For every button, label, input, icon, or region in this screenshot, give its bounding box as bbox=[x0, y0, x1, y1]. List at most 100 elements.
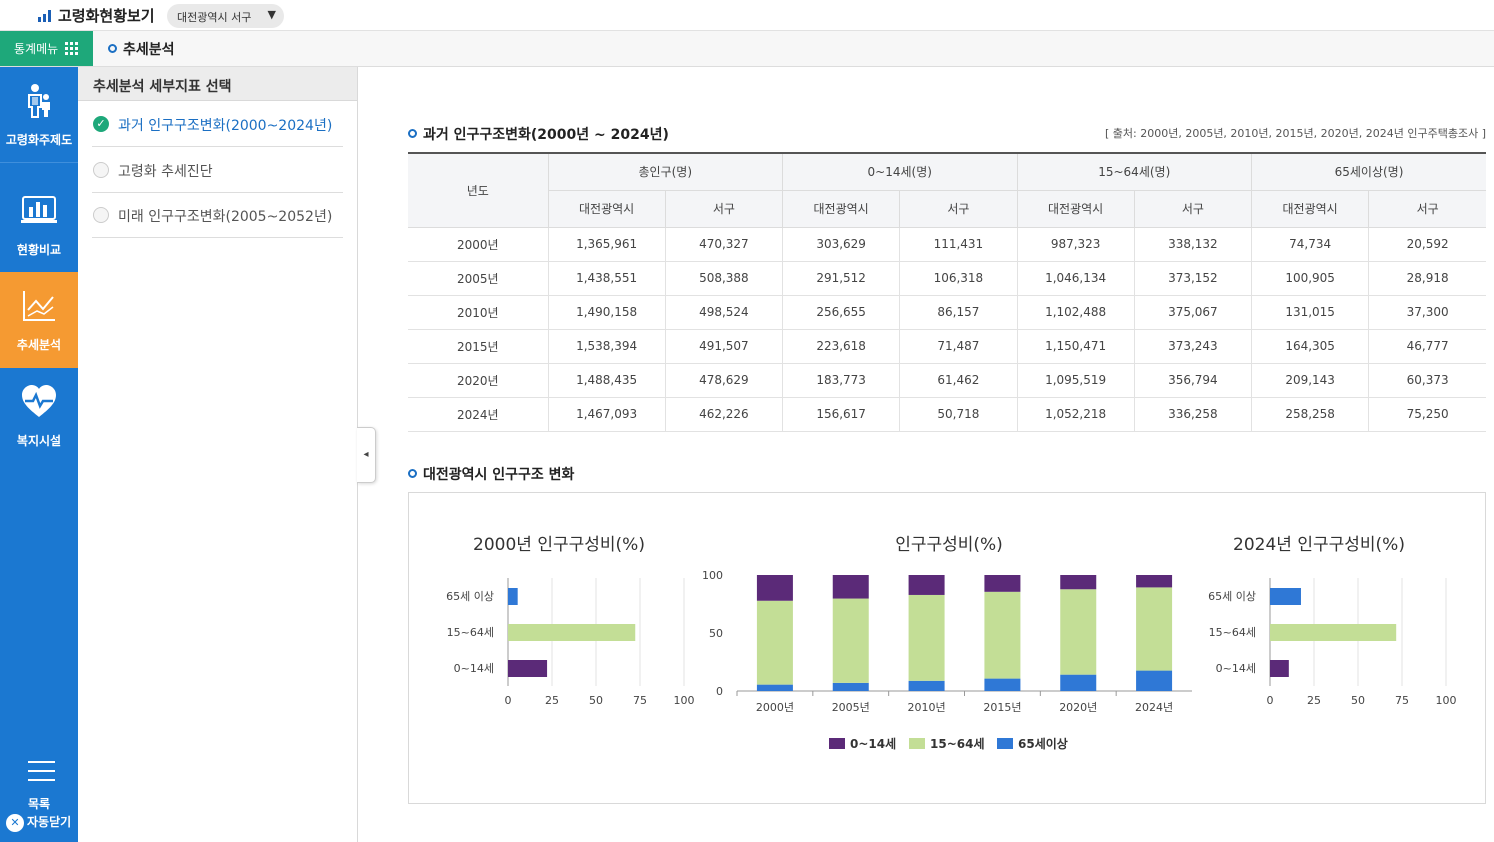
x-tick-label: 0 bbox=[505, 694, 512, 707]
header-group: 0~14세(명) bbox=[782, 152, 1018, 191]
value-cell: 111,431 bbox=[899, 227, 1018, 262]
subheader-cell: 대전광역시 bbox=[548, 190, 666, 228]
header-group: 총인구(명) bbox=[547, 152, 783, 191]
value-cell: 508,388 bbox=[664, 261, 784, 296]
value-cell: 131,015 bbox=[1250, 295, 1370, 330]
y-tick-label: 0~14세 bbox=[454, 662, 494, 675]
radio-icon bbox=[93, 162, 109, 178]
stack-segment-3-0 bbox=[984, 575, 1021, 592]
subheader-cell: 대전광역시 bbox=[781, 190, 901, 228]
region-select-value: 대전광역시 서구 bbox=[177, 11, 252, 24]
value-cell: 987,323 bbox=[1016, 227, 1135, 262]
x-tick-label: 25 bbox=[545, 694, 559, 707]
x-tick-label: 50 bbox=[1351, 694, 1365, 707]
subheader-cell: 서구 bbox=[664, 190, 784, 228]
year-cell: 2024년 bbox=[408, 397, 549, 432]
header-group: 15~64세(명) bbox=[1016, 152, 1252, 191]
value-cell: 60,373 bbox=[1368, 363, 1486, 398]
value-cell: 183,773 bbox=[781, 363, 901, 398]
option-aging-diagnosis[interactable]: 고령화 추세진단 bbox=[92, 148, 343, 193]
chart-container: 2000년 인구구성비(%) 인구구성비(%) 2024년 인구구성비(%) 0… bbox=[408, 492, 1486, 804]
close-icon: ✕ bbox=[6, 814, 24, 832]
subheader-cell: 대전광역시 bbox=[1250, 190, 1370, 228]
nav-item-welfare[interactable]: 복지시설 bbox=[0, 368, 78, 464]
stat-menu-label: 통계메뉴 bbox=[14, 42, 59, 56]
x-tick-label: 2010년 bbox=[908, 701, 946, 714]
nav-item-label: 현황비교 bbox=[16, 243, 62, 257]
chart-section-title: 대전광역시 인구구조 변화 bbox=[408, 464, 574, 484]
top-bar: 고령화현황보기 대전광역시 서구 ▼ bbox=[0, 0, 1494, 31]
bar-left-2 bbox=[508, 660, 548, 677]
x-tick-label: 2024년 bbox=[1135, 701, 1173, 714]
value-cell: 336,258 bbox=[1133, 397, 1253, 432]
chevron-left-icon: ◂ bbox=[363, 449, 369, 460]
stack-segment-2-2 bbox=[908, 680, 945, 691]
value-cell: 291,512 bbox=[781, 261, 901, 296]
value-cell: 1,490,158 bbox=[547, 295, 666, 330]
value-cell: 478,629 bbox=[664, 363, 784, 398]
value-cell: 50,718 bbox=[899, 397, 1018, 432]
year-cell: 2020년 bbox=[408, 363, 549, 398]
region-select[interactable]: 대전광역시 서구 ▼ bbox=[167, 4, 284, 28]
option-past-structure[interactable]: ✓ 과거 인구구조변화(2000~2024년) bbox=[92, 102, 343, 147]
value-cell: 61,462 bbox=[899, 363, 1018, 398]
legend-swatch bbox=[997, 738, 1013, 749]
stack-segment-0-1 bbox=[756, 600, 793, 685]
value-cell: 1,046,134 bbox=[1016, 261, 1135, 296]
stat-menu-button[interactable]: 통계메뉴 bbox=[0, 31, 93, 66]
value-cell: 498,524 bbox=[664, 295, 784, 330]
stack-segment-4-0 bbox=[1060, 575, 1097, 590]
subheader-cell: 서구 bbox=[1368, 190, 1486, 228]
chart-section-title-text: 대전광역시 인구구조 변화 bbox=[423, 467, 575, 483]
x-tick-label: 2015년 bbox=[983, 701, 1021, 714]
stack-segment-5-1 bbox=[1136, 587, 1173, 671]
stack-segment-3-2 bbox=[984, 678, 1021, 691]
table-row: 2020년 1,488,435 478,629 183,773 61,462 1,095,… bbox=[408, 363, 1486, 398]
value-cell: 86,157 bbox=[899, 295, 1018, 330]
year-cell: 2000년 bbox=[408, 227, 549, 262]
stack-segment-0-2 bbox=[756, 684, 793, 691]
grid-icon bbox=[65, 42, 78, 55]
value-cell: 303,629 bbox=[781, 227, 901, 262]
value-cell: 1,488,435 bbox=[547, 363, 666, 398]
stack-segment-3-1 bbox=[984, 591, 1021, 679]
value-cell: 74,734 bbox=[1250, 227, 1370, 262]
option-future-structure[interactable]: 미래 인구구조변화(2005~2052년) bbox=[92, 193, 343, 238]
hamburger-icon bbox=[28, 761, 55, 788]
nav-item-compare[interactable]: 현황비교 bbox=[0, 177, 78, 273]
bar-right-2 bbox=[1270, 660, 1289, 677]
value-cell: 28,918 bbox=[1368, 261, 1486, 296]
value-cell: 1,095,519 bbox=[1016, 363, 1135, 398]
x-tick-label: 2000년 bbox=[756, 701, 794, 714]
list-button[interactable]: 목록 ✕ 자동닫기 bbox=[0, 761, 78, 842]
table-row: 2015년 1,538,394 491,507 223,618 71,487 1,150,… bbox=[408, 329, 1486, 364]
source-note: [ 출처: 2000년, 2005년, 2010년, 2015년, 2020년,… bbox=[1104, 127, 1486, 140]
stack-segment-2-1 bbox=[908, 594, 945, 681]
table-row: 2024년 1,467,093 462,226 156,617 50,718 1,052,… bbox=[408, 397, 1486, 432]
legend-label: 65세이상 bbox=[1018, 737, 1068, 751]
value-cell: 100,905 bbox=[1250, 261, 1370, 296]
bar-left-1 bbox=[508, 624, 636, 641]
radio-icon bbox=[93, 207, 109, 223]
nav-item-aging-map[interactable]: 고령화주제도 bbox=[0, 67, 78, 163]
nav-item-trend[interactable]: 추세분석 bbox=[0, 272, 78, 368]
stack-segment-1-2 bbox=[832, 682, 869, 691]
x-tick-label: 25 bbox=[1307, 694, 1321, 707]
value-cell: 373,152 bbox=[1133, 261, 1253, 296]
value-cell: 1,365,961 bbox=[547, 227, 666, 262]
value-cell: 256,655 bbox=[781, 295, 901, 330]
auto-close-button[interactable]: ✕ 자동닫기 bbox=[6, 813, 71, 832]
value-cell: 356,794 bbox=[1133, 363, 1253, 398]
app-title: 고령화현황보기 bbox=[58, 7, 155, 25]
chart-title-stacked: 인구구성비(%) bbox=[895, 535, 1003, 555]
population-table: 년도 총인구(명) 0~14세(명) 15~64세(명) 65세이상(명) 대전… bbox=[408, 152, 1486, 432]
value-cell: 338,132 bbox=[1133, 227, 1253, 262]
collapse-panel-button[interactable]: ◂ bbox=[357, 427, 376, 483]
value-cell: 258,258 bbox=[1250, 397, 1370, 432]
legend-swatch bbox=[829, 738, 845, 749]
y-tick-label: 0~14세 bbox=[1216, 662, 1256, 675]
bar-chart-icon bbox=[21, 196, 57, 223]
nav-item-label: 복지시설 bbox=[16, 434, 62, 448]
value-cell: 20,592 bbox=[1368, 227, 1486, 262]
y-tick-label: 65세 이상 bbox=[1208, 590, 1256, 603]
